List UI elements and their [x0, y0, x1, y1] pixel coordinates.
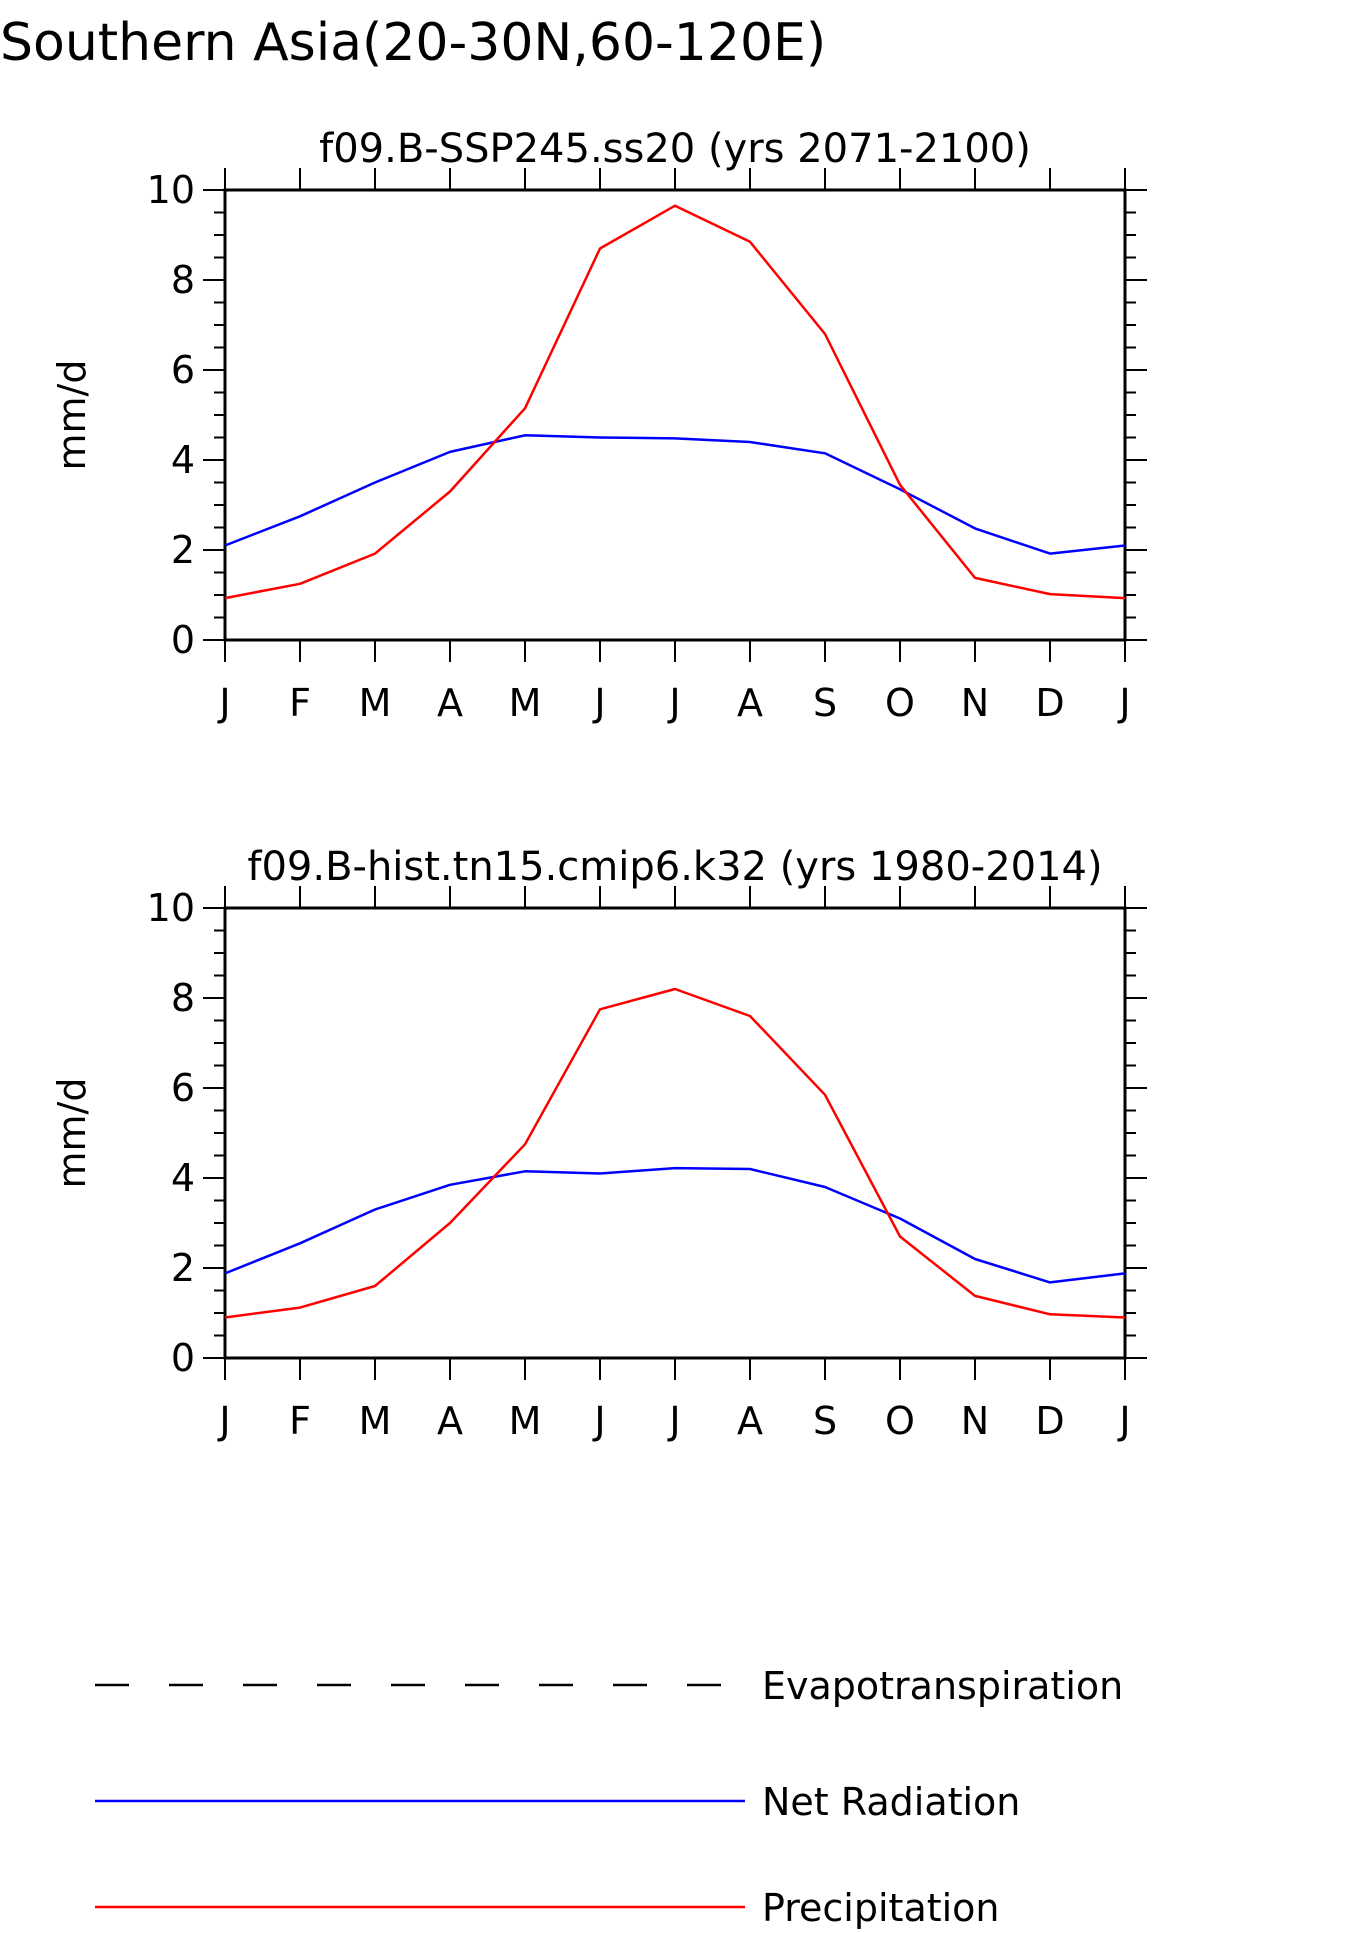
- y-tick-label: 6: [171, 1066, 195, 1110]
- y-tick-label: 4: [171, 438, 195, 482]
- y-tick-label: 10: [147, 168, 195, 212]
- y-tick-label: 4: [171, 1156, 195, 1200]
- x-tick-label: A: [737, 681, 763, 725]
- y-tick-label: 2: [171, 1246, 195, 1290]
- x-tick-label: J: [217, 681, 230, 725]
- x-tick-label: D: [1035, 681, 1064, 725]
- x-tick-label: J: [1117, 1399, 1130, 1443]
- y-tick-label: 0: [171, 618, 195, 662]
- legend-label: Precipitation: [762, 1886, 1000, 1930]
- main-title: Southern Asia(20-30N,60-120E): [0, 13, 826, 73]
- y-tick-label: 0: [171, 1336, 195, 1380]
- y-tick-label: 8: [171, 258, 195, 302]
- series-line-net-radiation: [224, 434, 1126, 555]
- x-tick-label: A: [437, 681, 463, 725]
- x-tick-label: J: [667, 681, 680, 725]
- x-tick-label: M: [359, 1399, 392, 1443]
- y-tick-label: 6: [171, 348, 195, 392]
- series-line-net-radiation: [224, 1166, 1126, 1284]
- legend: Evapotranspiration Net Radiation Precipita…: [95, 1664, 1123, 1930]
- panel-title: f09.B-SSP245.ss20 (yrs 2071-2100): [319, 126, 1031, 172]
- x-tick-label: N: [961, 1399, 989, 1443]
- legend-label: Net Radiation: [762, 1780, 1020, 1824]
- x-tick-label: J: [592, 1399, 605, 1443]
- y-tick-label: 10: [147, 886, 195, 930]
- x-tick-label: D: [1035, 1399, 1064, 1443]
- y-tick-label: 8: [171, 976, 195, 1020]
- x-tick-label: J: [217, 1399, 230, 1443]
- chart-panel-1: f09.B-SSP245.ss20 (yrs 2071-2100) 0 2 4 6 8 10…: [50, 126, 1147, 725]
- x-tick-label: A: [437, 1399, 463, 1443]
- x-tick-label: M: [509, 1399, 542, 1443]
- chart-panel-2: f09.B-hist.tn15.cmip6.k32 (yrs 1980-2014…: [50, 844, 1147, 1443]
- x-tick-label: S: [813, 1399, 837, 1443]
- series-line-precipitation: [224, 204, 1126, 600]
- x-tick-label: A: [737, 1399, 763, 1443]
- x-tick-label: F: [289, 681, 311, 725]
- y-axis-label: mm/d: [50, 360, 94, 471]
- x-tick-label: O: [885, 681, 915, 725]
- chart-panels: f09.B-SSP245.ss20 (yrs 2071-2100) 0 2 4 6 8 10…: [50, 126, 1147, 1443]
- x-tick-label: S: [813, 681, 837, 725]
- x-tick-label: M: [359, 681, 392, 725]
- legend-label: Evapotranspiration: [762, 1664, 1123, 1708]
- series-line-precipitation: [224, 987, 1126, 1319]
- x-tick-label: J: [1117, 681, 1130, 725]
- x-tick-label: O: [885, 1399, 915, 1443]
- x-tick-label: M: [509, 681, 542, 725]
- x-tick-label: F: [289, 1399, 311, 1443]
- x-tick-label: N: [961, 681, 989, 725]
- x-tick-label: J: [592, 681, 605, 725]
- y-axis-label: mm/d: [50, 1078, 94, 1189]
- plot-frame: [223, 188, 1127, 642]
- x-tick-label: J: [667, 1399, 680, 1443]
- y-tick-label: 2: [171, 528, 195, 572]
- panel-title: f09.B-hist.tn15.cmip6.k32 (yrs 1980-2014…: [247, 844, 1102, 890]
